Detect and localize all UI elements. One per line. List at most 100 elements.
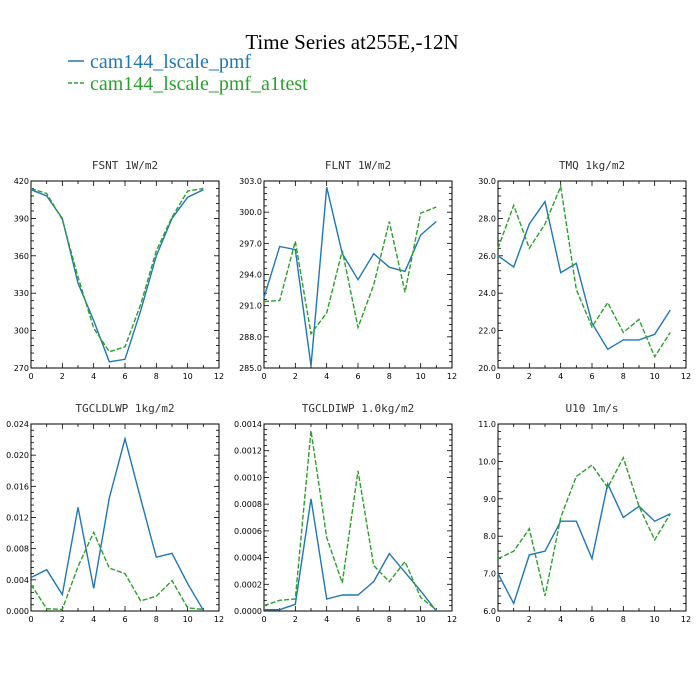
x-tick-label: 12 — [214, 615, 224, 624]
y-tick-label: 270 — [14, 364, 29, 373]
panel-title: FSNT 1W/m2 — [92, 159, 158, 172]
y-tick-label: 30.0 — [478, 177, 496, 186]
legend: cam144_lscale_pmf cam144_lscale_pmf_a1te… — [68, 51, 308, 95]
x-tick-label: 0 — [495, 615, 500, 624]
panel-title: U10 1m/s — [566, 402, 619, 415]
y-tick-label: 291.0 — [239, 302, 262, 311]
series-line-2 — [30, 187, 204, 353]
panel-title: TGCLDIWP 1.0kg/m2 — [302, 402, 415, 415]
y-tick-label: 0.0010 — [234, 473, 262, 482]
legend-label-1: cam144_lscale_pmf — [90, 51, 251, 73]
x-tick-label: 0 — [495, 372, 500, 381]
x-tick-label: 10 — [416, 615, 426, 624]
y-tick-label: 360 — [14, 252, 29, 261]
x-tick-label: 12 — [447, 372, 457, 381]
y-tick-label: 6.0 — [483, 607, 496, 616]
x-tick-label: 4 — [558, 372, 563, 381]
y-tick-label: 285.0 — [239, 364, 262, 373]
x-tick-label: 10 — [183, 615, 193, 624]
series-line-1 — [497, 481, 671, 606]
x-tick-label: 12 — [447, 615, 457, 624]
x-tick-label: 2 — [527, 615, 532, 624]
x-tick-label: 4 — [558, 615, 563, 624]
x-tick-label: 2 — [293, 372, 298, 381]
panel-1: FSNT 1W/m2 0 2 4 6 8 10 12 270 300 330 360 390 420 — [14, 159, 224, 381]
figure-title: Time Series at255E,-12N — [245, 30, 458, 54]
y-tick-label: 0.0004 — [234, 554, 262, 563]
panel-4: TGCLDLWP 1kg/m2 0 2 4 6 8 10 12 0.000 0.004 0.008 0… — [6, 402, 224, 624]
x-tick-label: 4 — [91, 372, 96, 381]
x-tick-label: 12 — [681, 372, 691, 381]
x-tick-label: 8 — [621, 372, 626, 381]
y-tick-label: 9.0 — [483, 495, 496, 504]
y-tick-label: 22.0 — [478, 327, 496, 336]
panel-2: FLNT 1W/m2 0 2 4 6 8 10 12 285.0 288.0 291.0 294.0 2… — [239, 159, 457, 381]
y-tick-label: 420 — [14, 177, 29, 186]
y-tick-label: 0.0000 — [234, 607, 262, 616]
y-tick-label: 0.0008 — [234, 500, 262, 509]
y-tick-label: 26.0 — [478, 252, 496, 261]
x-tick-label: 2 — [60, 615, 65, 624]
series-line-1 — [263, 187, 437, 366]
x-tick-label: 8 — [154, 372, 159, 381]
x-tick-label: 2 — [60, 372, 65, 381]
series-line-1 — [30, 189, 204, 363]
y-tick-label: 10.0 — [478, 457, 496, 466]
series-line-2 — [497, 184, 671, 359]
y-tick-label: 330 — [14, 289, 29, 298]
x-tick-label: 2 — [293, 615, 298, 624]
x-tick-label: 10 — [650, 372, 660, 381]
x-tick-label: 8 — [387, 615, 392, 624]
panel-3: TMQ 1kg/m2 0 2 4 6 8 10 12 20.0 22.0 24.0 26.0 28.0 3… — [478, 159, 691, 381]
x-tick-label: 6 — [589, 615, 594, 624]
x-tick-label: 8 — [621, 615, 626, 624]
y-tick-label: 28.0 — [478, 214, 496, 223]
y-tick-label: 0.012 — [6, 514, 29, 523]
x-tick-label: 8 — [387, 372, 392, 381]
panel-6: U10 1m/s 0 2 4 6 8 10 12 6.0 7.0 8.0 9.0 10.0 11.0 — [478, 402, 691, 624]
y-tick-label: 294.0 — [239, 271, 262, 280]
legend-label-2: cam144_lscale_pmf_a1test — [90, 73, 308, 95]
y-tick-label: 0.0006 — [234, 527, 262, 536]
y-tick-label: 20.0 — [478, 364, 496, 373]
panel-5: TGCLDIWP 1.0kg/m2 0 2 4 6 8 10 12 0.0000 0.0002 0.… — [234, 402, 457, 624]
series-line-1 — [497, 199, 671, 351]
series-line-2 — [263, 206, 437, 336]
y-tick-label: 303.0 — [239, 177, 262, 186]
y-tick-label: 8.0 — [483, 532, 496, 541]
x-tick-label: 2 — [527, 372, 532, 381]
panel-title: TMQ 1kg/m2 — [559, 159, 625, 172]
y-tick-label: 7.0 — [483, 570, 496, 579]
series-line-1 — [264, 498, 437, 612]
x-tick-label: 10 — [183, 372, 193, 381]
x-tick-label: 10 — [416, 372, 426, 381]
x-tick-label: 0 — [28, 372, 33, 381]
x-tick-label: 12 — [214, 372, 224, 381]
x-tick-label: 8 — [154, 615, 159, 624]
y-tick-label: 0.020 — [6, 451, 29, 460]
x-tick-label: 4 — [324, 615, 329, 624]
x-tick-label: 0 — [261, 372, 266, 381]
y-tick-label: 0.0002 — [234, 580, 262, 589]
y-tick-label: 0.008 — [6, 545, 29, 554]
y-tick-label: 0.0012 — [234, 447, 262, 456]
x-tick-label: 6 — [589, 372, 594, 381]
x-tick-label: 0 — [261, 615, 266, 624]
series-line-2 — [263, 430, 437, 611]
x-tick-label: 0 — [28, 615, 33, 624]
x-tick-label: 10 — [650, 615, 660, 624]
panels: FSNT 1W/m20 2 4 6 8 10 12270300330360390420FLN… — [6, 159, 691, 624]
x-tick-label: 12 — [681, 615, 691, 624]
y-tick-label: 24.0 — [478, 289, 496, 298]
y-tick-label: 0.0014 — [234, 420, 262, 429]
x-tick-label: 4 — [91, 615, 96, 624]
series-line-2 — [30, 530, 204, 611]
series-line-2 — [497, 455, 671, 597]
y-tick-label: 300.0 — [239, 208, 262, 217]
panel-title: TGCLDLWP 1kg/m2 — [75, 402, 174, 415]
y-tick-label: 300 — [14, 327, 29, 336]
y-tick-label: 297.0 — [239, 239, 262, 248]
x-tick-label: 6 — [122, 615, 127, 624]
y-tick-label: 11.0 — [478, 420, 496, 429]
